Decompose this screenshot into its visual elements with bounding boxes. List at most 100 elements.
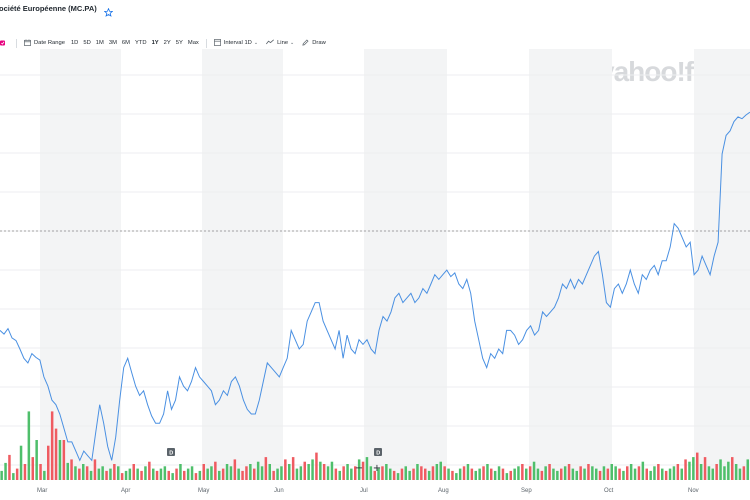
draw-label: Draw (312, 40, 326, 46)
volume-bar (373, 470, 376, 480)
volume-bar (260, 466, 264, 480)
volume-bar (614, 466, 617, 480)
volume-bar (598, 470, 602, 480)
zoom-out-button[interactable]: − (354, 462, 364, 474)
volume-bar (148, 461, 151, 480)
volume-bar (23, 464, 27, 480)
volume-bar (602, 466, 606, 480)
volume-bar (490, 468, 493, 480)
volume-bar (357, 459, 361, 480)
volume-bar (202, 464, 205, 480)
volume-bar (74, 466, 77, 480)
calendar-icon (24, 38, 31, 48)
volume-bar (696, 452, 699, 480)
chart-type-dropdown[interactable]: Line ⌄ (266, 39, 294, 47)
range-1d[interactable]: 1D (70, 40, 79, 46)
range-6m[interactable]: 6M (121, 40, 130, 46)
volume-bar (350, 468, 353, 480)
draw-button[interactable]: Draw (302, 38, 326, 48)
dividend-marker-label: D (169, 451, 173, 457)
date-range-button[interactable]: Date Range (24, 38, 65, 48)
star-icon[interactable] (103, 4, 114, 17)
comparison-icon[interactable] (0, 40, 6, 46)
volume-bar (225, 464, 229, 480)
volume-bar (664, 470, 668, 480)
x-axis-label: Apr (121, 488, 130, 494)
volume-bar (692, 457, 695, 480)
volume-bar (404, 466, 407, 480)
volume-bar (715, 464, 718, 480)
volume-bar (326, 466, 330, 480)
volume-bar (389, 468, 392, 480)
range-2y[interactable]: 2Y (163, 40, 171, 46)
volume-bar (12, 473, 15, 480)
volume-bar (676, 464, 680, 480)
volume-bar (525, 468, 528, 480)
volume-bar (4, 462, 7, 480)
volume-bar (657, 464, 660, 480)
volume-bar (272, 470, 275, 480)
volume-bar (536, 468, 540, 480)
volume-bar (408, 470, 411, 480)
range-ytd[interactable]: YTD (134, 40, 147, 46)
range-5d[interactable]: 5D (83, 40, 91, 46)
volume-bar (431, 466, 435, 480)
volume-bar (229, 466, 233, 480)
volume-bar (93, 459, 97, 480)
x-axis-label: Jul (360, 488, 368, 494)
volume-bar (31, 457, 34, 480)
volume-bar (661, 468, 664, 480)
volume-bar (311, 459, 314, 480)
volume-bar (284, 459, 287, 480)
volume-bar (552, 468, 555, 480)
zoom-in-button[interactable]: + (372, 462, 382, 474)
volume-bar (47, 445, 50, 480)
volume-bar (567, 464, 571, 480)
chevron-down-icon: ⌄ (290, 40, 295, 46)
volume-bar (291, 457, 295, 480)
month-band (202, 49, 283, 480)
range-3m[interactable]: 3M (108, 40, 117, 46)
volume-bar (556, 470, 559, 480)
range-1y[interactable]: 1Y (151, 40, 159, 46)
volume-bar (167, 470, 170, 480)
volume-bar (338, 470, 341, 480)
month-bands (40, 49, 750, 480)
volume-bar (268, 464, 271, 480)
volume-bar (548, 464, 551, 480)
volume-bar (175, 468, 178, 480)
volume-bar (629, 464, 633, 480)
volume-bar (517, 466, 520, 480)
volume-bar (194, 473, 198, 480)
volume-bar (241, 470, 244, 480)
volume-bar (159, 468, 163, 480)
volume-bar (307, 464, 310, 480)
volume-bar (742, 466, 746, 480)
volume-bar (89, 470, 93, 480)
volume-bar (595, 468, 598, 480)
volume-bar (672, 466, 676, 480)
volume-bars (0, 411, 749, 480)
volume-bar (435, 464, 439, 480)
chart-type-label: Line (277, 40, 289, 46)
volume-bar (186, 468, 190, 480)
range-5y[interactable]: 5Y (175, 40, 183, 46)
interval-dropdown[interactable]: Interval 1D ⌄ (213, 38, 258, 48)
range-max[interactable]: Max (187, 40, 199, 46)
volume-bar (575, 470, 578, 480)
volume-bar (606, 468, 610, 480)
volume-bar (27, 411, 31, 480)
volume-bar (109, 468, 112, 480)
volume-bar (214, 461, 217, 480)
volume-bar (369, 466, 373, 480)
volume-bar (245, 466, 248, 480)
volume-bar (8, 454, 11, 480)
volume-bar (365, 457, 369, 480)
volume-bar (474, 470, 477, 480)
volume-bar (622, 470, 625, 480)
range-1m[interactable]: 1M (95, 40, 104, 46)
volume-bar (458, 468, 462, 480)
volume-bar (210, 466, 213, 480)
